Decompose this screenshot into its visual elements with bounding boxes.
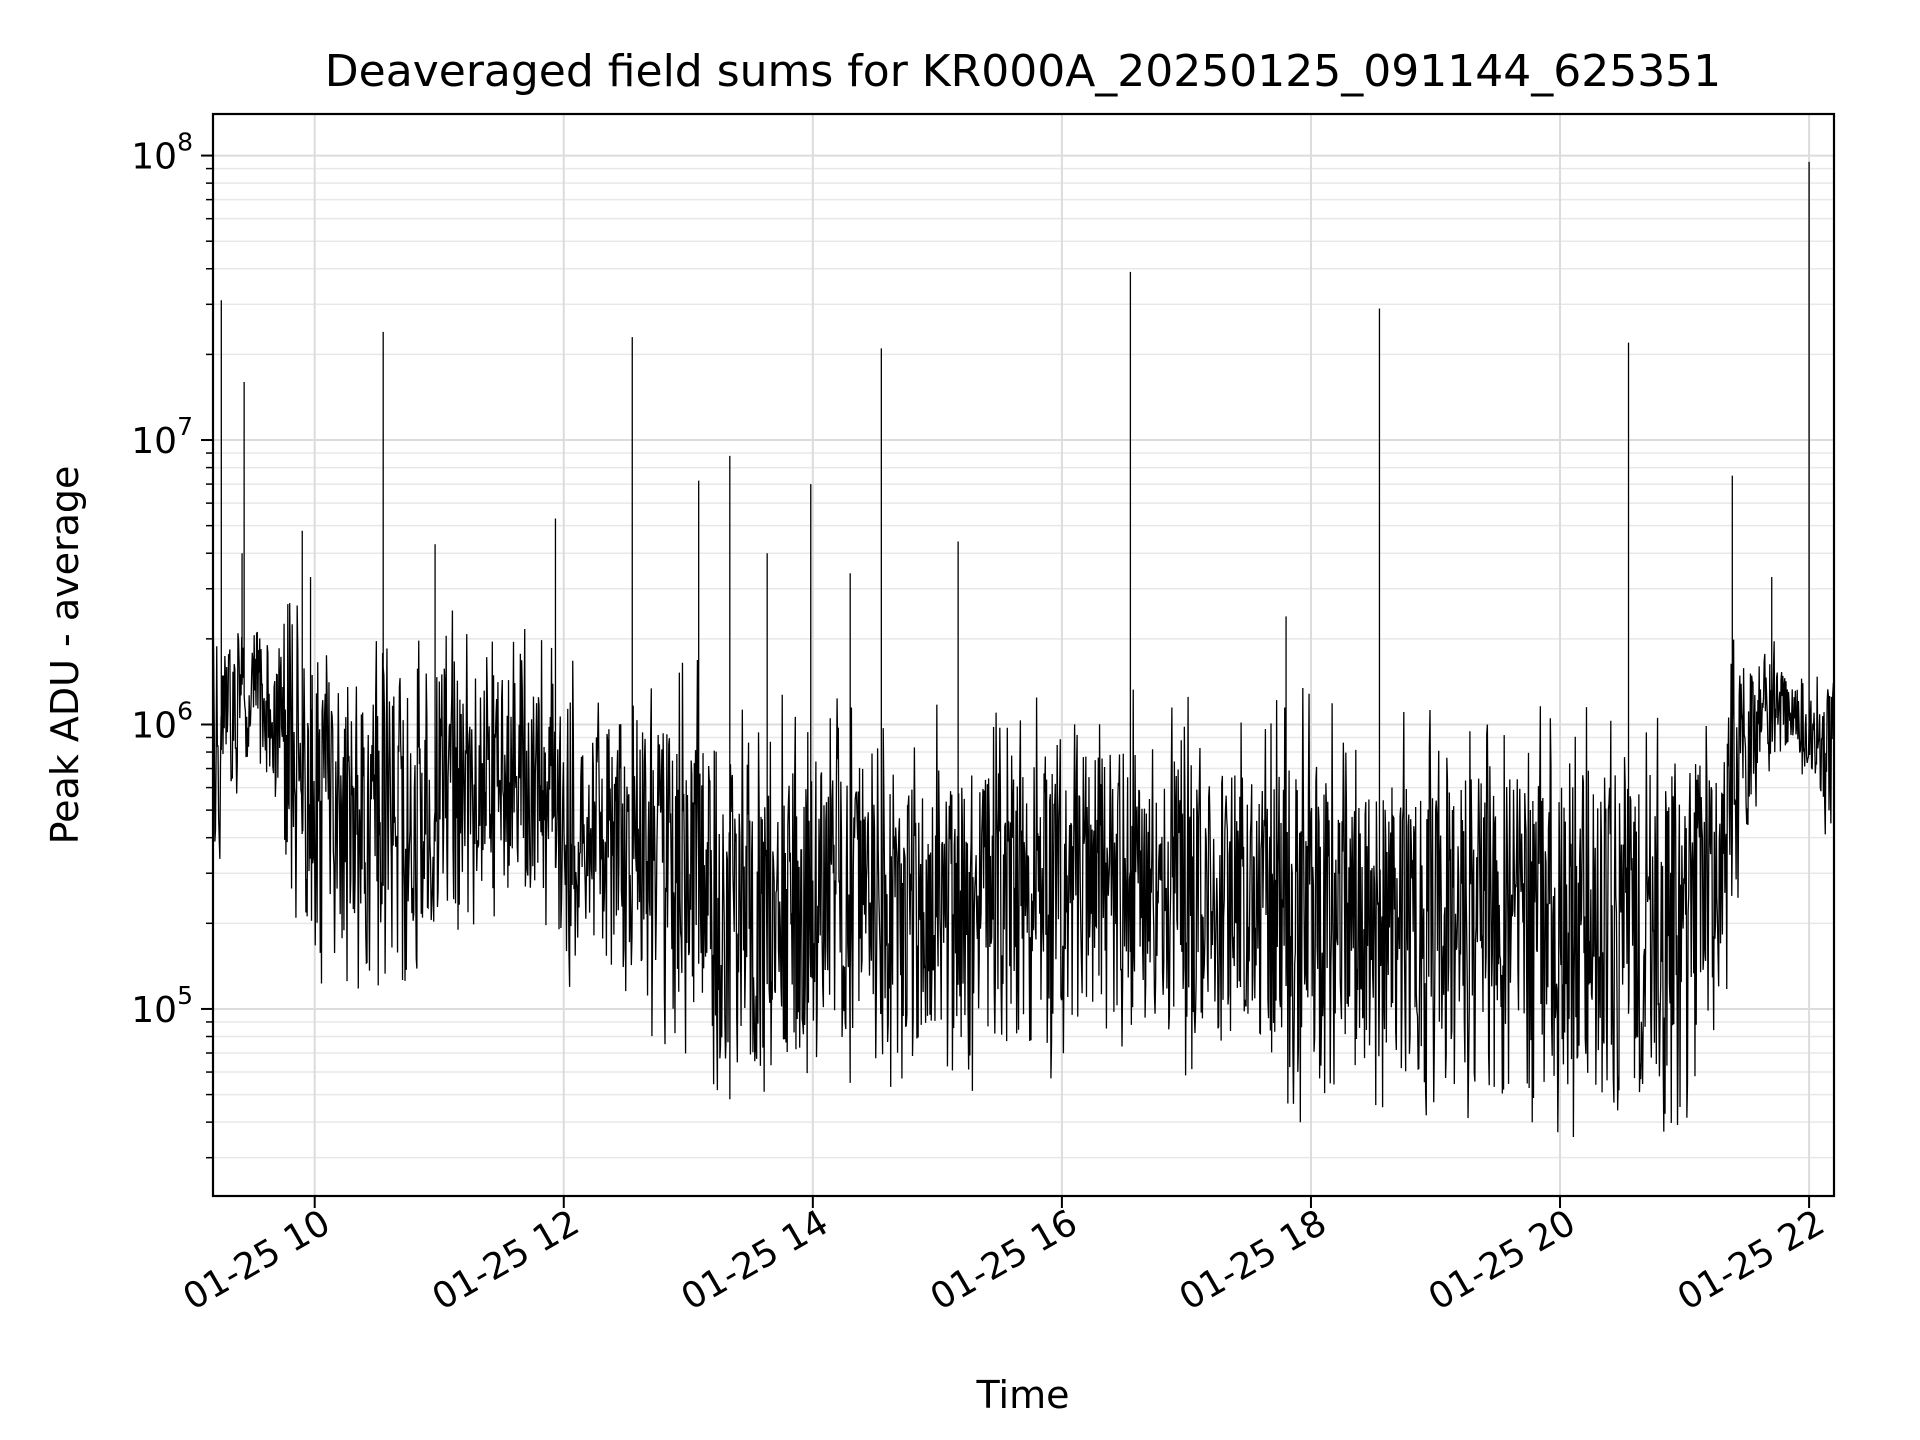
y-tick-label: 107 bbox=[131, 412, 193, 462]
y-tick-label: 106 bbox=[131, 696, 193, 746]
series-trace bbox=[212, 161, 1835, 1137]
y-axis: 105 106 107 108 bbox=[131, 128, 213, 1159]
y-tick-label: 105 bbox=[131, 981, 193, 1031]
x-axis-label: Time bbox=[976, 1373, 1070, 1417]
y-axis-label: Peak ADU - average bbox=[43, 466, 87, 845]
chart-title: Deaveraged field sums for KR000A_2025012… bbox=[325, 46, 1721, 97]
y-tick-label: 108 bbox=[131, 128, 193, 178]
series-line bbox=[212, 161, 1835, 1137]
plot-frame bbox=[211, 112, 1836, 1198]
